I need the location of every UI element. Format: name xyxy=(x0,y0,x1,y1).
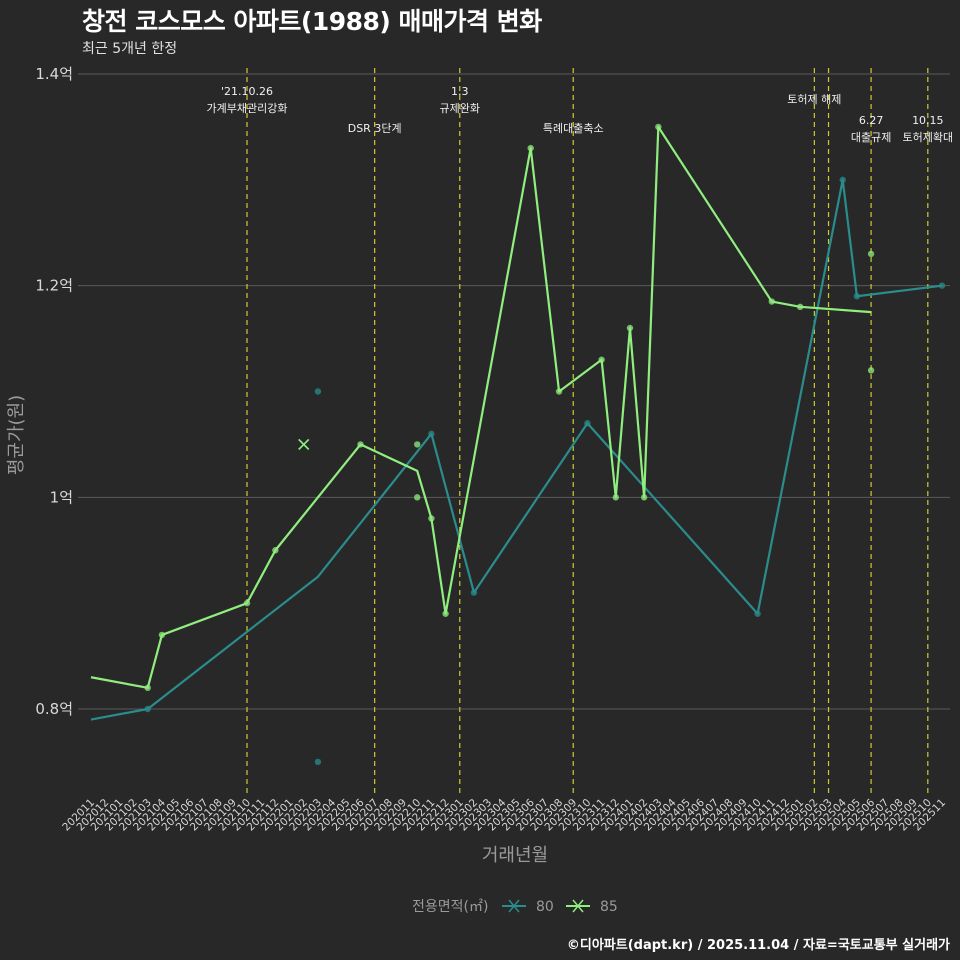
data-point-85 xyxy=(158,631,166,639)
y-tick-label: 0.8억 xyxy=(35,700,73,718)
data-point-85 xyxy=(640,494,648,501)
data-point-80 xyxy=(144,705,151,713)
chart-title: 창전 코스모스 아파트(1988) 매매가격 변화 xyxy=(82,7,542,36)
series-layer xyxy=(90,123,946,766)
data-point-85 xyxy=(867,250,875,258)
data-point-85 xyxy=(867,367,875,374)
legend-key-cross-80 xyxy=(508,899,520,913)
data-point-85 xyxy=(144,684,151,692)
policy-annotation: 1.3 xyxy=(451,85,469,98)
data-point-85 xyxy=(527,144,534,152)
data-point-85 xyxy=(626,324,634,332)
y-tick-label: 1.4억 xyxy=(35,65,73,83)
y-axis-title: 평균가(원) xyxy=(6,395,27,475)
y-tick-label: 1.2억 xyxy=(35,277,73,295)
data-point-85 xyxy=(442,610,449,617)
data-point-80 xyxy=(470,589,478,596)
policy-annotation: 10.15 xyxy=(912,114,944,127)
y-tick-label: 1억 xyxy=(50,488,73,506)
policy-annotation: 특례대출축소 xyxy=(543,122,604,135)
data-point-85 xyxy=(414,494,421,501)
legend-label-80: 80 xyxy=(536,899,554,915)
legend-title: 전용면적(㎡) xyxy=(412,899,488,915)
policy-annotation: 6.27 xyxy=(859,114,884,127)
source-caption: ©디아파트(dapt.kr) / 2025.11.04 / 자료=국토교통부 실… xyxy=(566,938,950,953)
data-point-80 xyxy=(839,176,846,184)
data-point-80 xyxy=(853,293,861,300)
data-point-80 xyxy=(938,282,946,289)
data-point-80 xyxy=(314,388,322,395)
x-axis-title: 거래년월 xyxy=(482,845,548,866)
legend-label-85: 85 xyxy=(600,899,618,915)
policy-annotation: 가계부채관리강화 xyxy=(207,102,288,115)
data-point-85 xyxy=(598,356,605,363)
policy-annotation: 토허제 해제 xyxy=(787,92,841,106)
data-point-85 xyxy=(612,494,619,501)
policy-annotation: 토허제확대 xyxy=(903,131,954,144)
data-point-80 xyxy=(314,758,322,766)
data-point-85 xyxy=(243,599,251,607)
grid-layer xyxy=(78,73,950,710)
policy-annotation: 대출규제 xyxy=(851,131,891,144)
data-point-85 xyxy=(272,547,279,554)
data-point-85 xyxy=(555,388,563,395)
data-point-85 xyxy=(428,515,435,522)
cross-marker-85 xyxy=(298,438,310,450)
data-point-80 xyxy=(428,430,435,438)
policy-annotation: DSR 3단계 xyxy=(348,122,402,135)
series-line-80 xyxy=(90,178,943,721)
data-point-85 xyxy=(357,441,364,448)
policy-annotation: 규제완화 xyxy=(440,102,480,115)
legend-key-cross-85 xyxy=(572,899,584,913)
series-line-85 xyxy=(90,125,872,689)
legend: 전용면적(㎡) 80 85 xyxy=(412,899,618,915)
data-point-85 xyxy=(414,441,421,448)
chart-subtitle: 최근 5개년 한정 xyxy=(82,41,178,57)
policy-annotation: '21.10.26 xyxy=(221,85,273,98)
data-point-80 xyxy=(754,610,761,617)
axis-layer: 0.8억1억1.2억1.4억평균가(원)20201120201220210120… xyxy=(6,65,948,866)
data-point-85 xyxy=(655,123,662,131)
data-point-85 xyxy=(768,298,775,305)
data-point-80 xyxy=(584,420,591,427)
data-point-85 xyxy=(796,303,804,311)
